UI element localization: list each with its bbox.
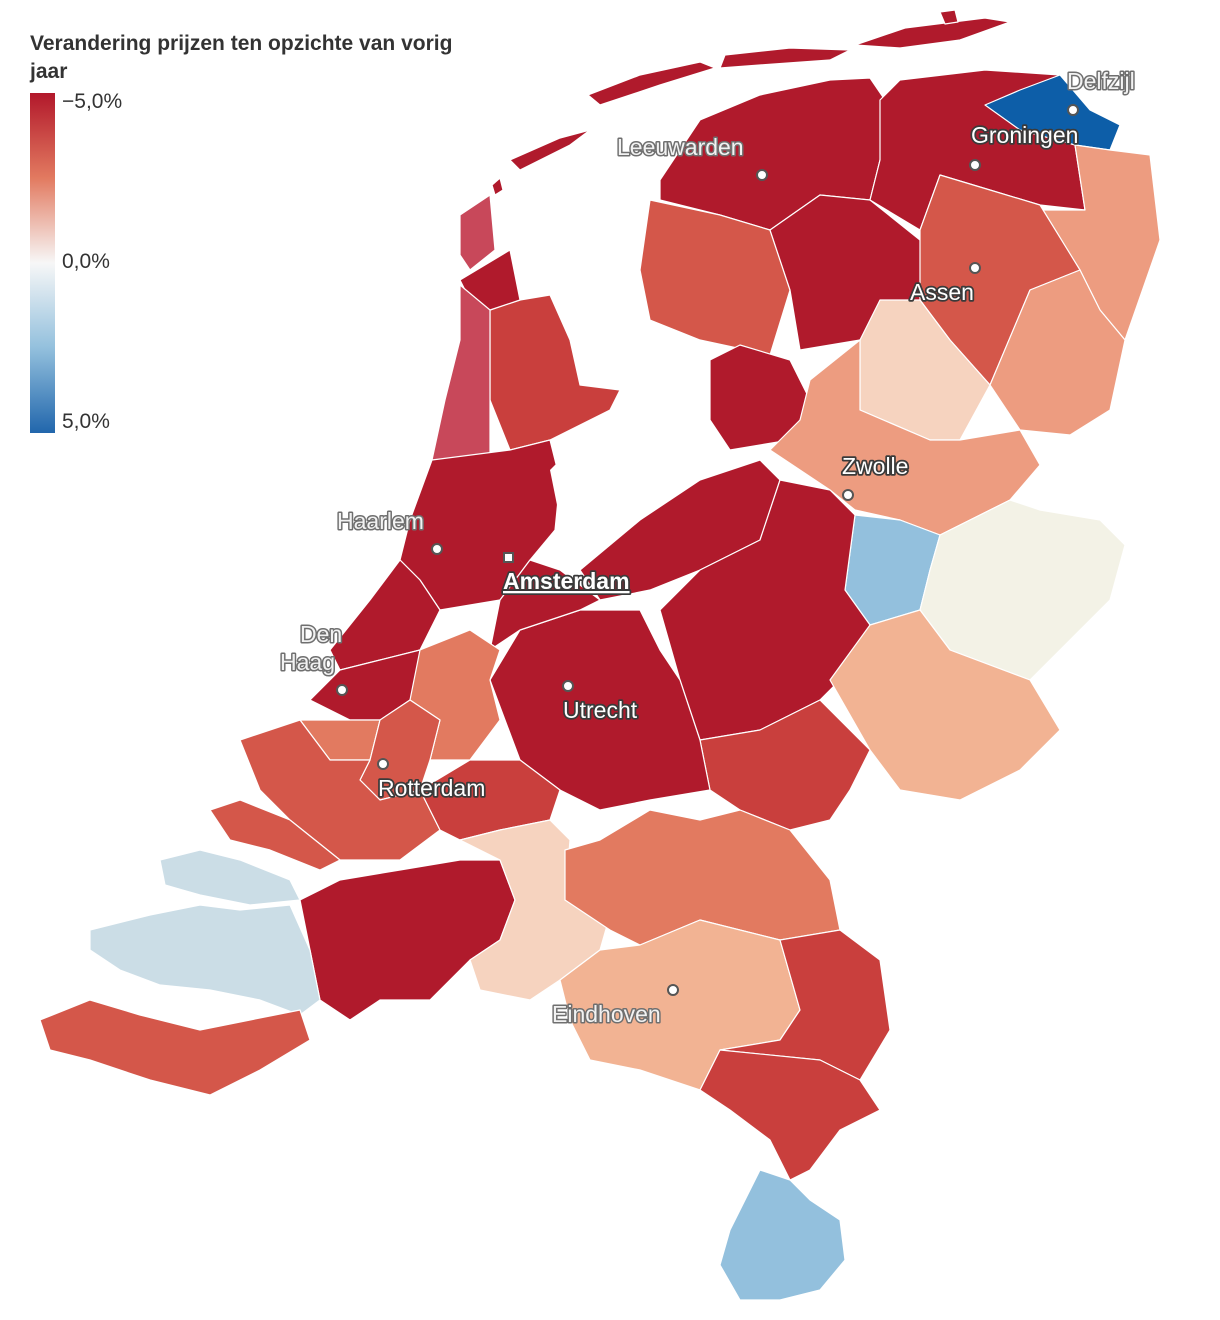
region-island-texel — [509, 129, 591, 171]
region-delfzijl — [984, 74, 1121, 151]
region-zeeland — [89, 904, 321, 1016]
region-dunes — [431, 284, 491, 461]
city-marker-amsterdam — [503, 552, 514, 563]
legend-color-bar — [30, 93, 55, 433]
legend-tick-zero: 0,0% — [62, 250, 110, 273]
city-label-utrecht: Utrecht — [563, 697, 638, 723]
city-marker-leeuwarden — [756, 169, 768, 181]
legend-tick-min: −5,0% — [62, 90, 123, 113]
region-noord-holland-north — [489, 294, 621, 451]
city-label-zwolle: Zwolle — [842, 453, 908, 479]
city-marker-zwolle — [842, 489, 854, 501]
region-island-vlieland — [587, 61, 716, 106]
legend-tick-max: 5,0% — [62, 410, 110, 433]
city-label-groningen: Groningen — [971, 122, 1078, 148]
city-label-eindhoven: Eindhoven — [552, 1001, 661, 1027]
city-marker-groningen — [969, 159, 981, 171]
city-label-assen: Assen — [910, 279, 974, 305]
region-island-terschelling — [719, 47, 851, 69]
region-drenthe-southeast — [989, 269, 1126, 436]
city-marker-delfzijl — [1067, 104, 1079, 116]
region-west-brabant — [299, 859, 516, 1021]
city-label-rotterdam: Rotterdam — [378, 775, 485, 801]
region-goeree — [209, 799, 341, 871]
city-marker-haarlem — [431, 543, 443, 555]
city-label-amsterdam: Amsterdam — [503, 568, 630, 594]
city-marker-rotterdam — [377, 758, 389, 770]
region-schouwen — [159, 849, 301, 906]
region-island-schiermonnikoog — [854, 17, 1011, 49]
city-marker-eindhoven — [667, 984, 679, 996]
legend-title: Verandering prijzen ten opzichte van vor… — [30, 32, 453, 83]
region-island-ameland — [939, 9, 959, 25]
city-marker-utrecht — [562, 680, 574, 692]
region-island-small — [491, 177, 504, 196]
region-zeeuws-vlaanderen — [39, 999, 311, 1096]
city-label-den-haag-line1: Den — [300, 621, 342, 647]
city-label-haarlem: Haarlem — [337, 508, 424, 534]
city-marker-den-haag — [336, 684, 348, 696]
city-marker-assen — [969, 262, 981, 274]
region-achterhoek — [829, 609, 1061, 801]
region-twente — [919, 499, 1126, 681]
ijsselmeer-water — [550, 400, 700, 520]
region-overijssel-north — [769, 339, 1041, 536]
region-den-bosch — [564, 809, 841, 946]
city-label-den-haag-line2: Haag — [280, 649, 335, 675]
region-arnhem-nijmegen — [699, 699, 871, 831]
region-limburg-south — [719, 1169, 846, 1301]
city-label-delfzijl: Delfzijl — [1067, 68, 1135, 94]
city-label-leeuwarden: Leeuwarden — [617, 134, 744, 160]
region-noord-holland-top-dune — [459, 194, 496, 271]
